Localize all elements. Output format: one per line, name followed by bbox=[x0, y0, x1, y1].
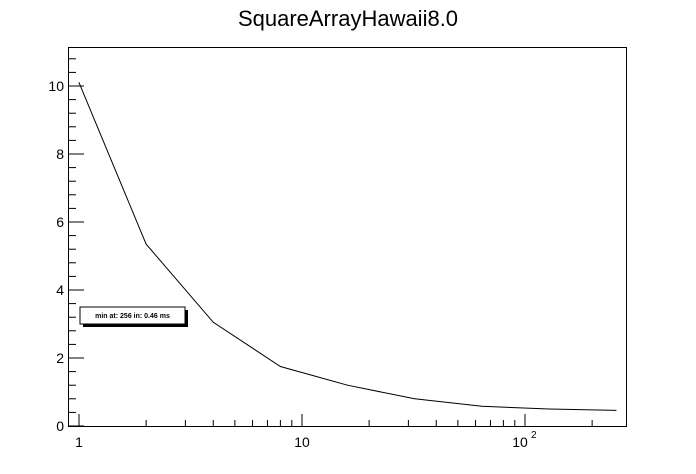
y-tick-label: 6 bbox=[56, 214, 64, 230]
data-point bbox=[548, 408, 550, 410]
data-point bbox=[481, 405, 483, 407]
data-point bbox=[615, 409, 617, 411]
data-point bbox=[279, 366, 281, 367]
data-point bbox=[347, 384, 349, 386]
data-point bbox=[212, 321, 214, 323]
y-tick-label: 2 bbox=[56, 350, 64, 366]
data-point bbox=[78, 82, 80, 84]
x-tick-label-10: 10 bbox=[294, 434, 310, 450]
min-annotation: min at: 256 in: 0.46 ms bbox=[79, 306, 188, 327]
series-line bbox=[78, 82, 617, 411]
y-tick-label: 0 bbox=[56, 418, 64, 434]
x-tick-label-1: 1 bbox=[75, 434, 83, 450]
plot-frame bbox=[68, 47, 627, 427]
chart-title: SquareArrayHawaii8.0 bbox=[238, 6, 458, 31]
annotation-box bbox=[79, 306, 186, 325]
y-tick-label: 8 bbox=[56, 146, 64, 162]
y-axis-ticks: 0 2 4 6 8 10 bbox=[48, 78, 84, 434]
data-point bbox=[145, 243, 147, 245]
x-tick-label-100-exponent: 2 bbox=[531, 430, 537, 441]
x-minor-ticks bbox=[145, 420, 593, 427]
series-points bbox=[78, 82, 617, 411]
x-tick-label-100-base: 10 bbox=[512, 434, 528, 450]
data-point bbox=[414, 398, 416, 400]
y-tick-label: 10 bbox=[48, 78, 64, 94]
y-minor-ticks bbox=[68, 58, 76, 413]
y-tick-label: 4 bbox=[56, 282, 64, 298]
annotation-text: min at: 256 in: 0.46 ms bbox=[95, 313, 170, 320]
